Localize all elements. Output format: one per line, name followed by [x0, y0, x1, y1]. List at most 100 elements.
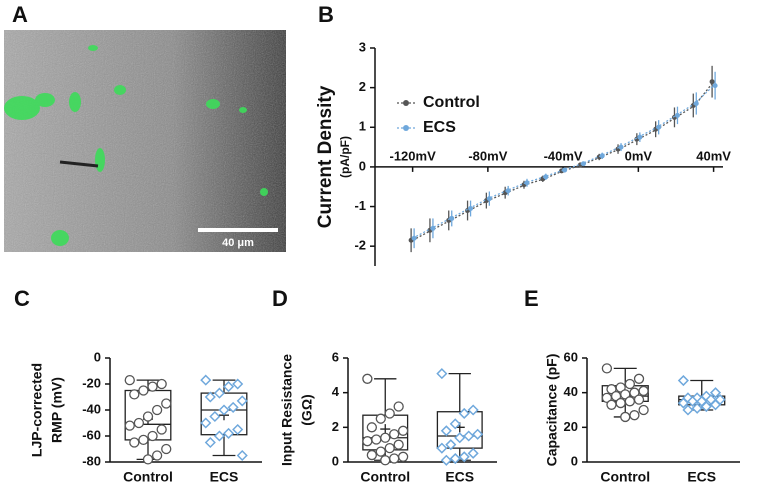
y-axis-title: Current Density — [315, 85, 336, 228]
data-point — [712, 83, 718, 89]
data-point — [486, 196, 492, 202]
data-point — [389, 429, 400, 440]
y-tick-label: 3 — [359, 39, 366, 54]
data-point — [142, 454, 154, 465]
panel-label: E — [524, 286, 539, 311]
panel-label: B — [318, 2, 334, 27]
data-point — [393, 439, 404, 450]
x-tick-label: -40mV — [544, 148, 583, 163]
mean-marker — [380, 424, 391, 435]
data-point — [147, 430, 158, 442]
data-point — [151, 404, 163, 416]
y-tick-label: 0 — [359, 158, 366, 173]
x-tick-label: 40mV — [696, 148, 731, 163]
data-point — [200, 374, 212, 386]
data-point — [624, 378, 635, 390]
data-point — [601, 363, 613, 374]
data-point — [606, 384, 617, 395]
y-tick-label: 0 — [94, 349, 101, 364]
data-point — [624, 396, 635, 407]
series-line — [412, 81, 715, 241]
data-point — [445, 439, 457, 451]
data-point — [156, 424, 167, 435]
data-point — [151, 450, 163, 461]
data-point — [637, 134, 643, 140]
data-point — [161, 398, 172, 409]
data-point — [601, 392, 613, 404]
x-tick-label: 0mV — [625, 148, 653, 163]
legend-marker — [403, 125, 409, 131]
y-tick-label: 1 — [359, 119, 366, 134]
data-point — [468, 206, 474, 212]
data-point — [209, 410, 221, 423]
y-tick-label: 20 — [564, 419, 578, 434]
data-point — [129, 437, 140, 448]
data-point — [467, 447, 479, 459]
y-tick-label: 40 — [564, 384, 578, 399]
data-point — [222, 427, 235, 439]
data-point — [633, 373, 645, 384]
x-tick-label: Control — [600, 469, 650, 485]
data-point — [580, 161, 586, 167]
data-point — [449, 452, 461, 465]
data-point — [693, 100, 699, 106]
y-axis-title: Input Resistance — [279, 354, 295, 466]
data-point — [677, 397, 689, 409]
y-tick-label: -40 — [82, 401, 101, 416]
data-point — [682, 404, 694, 416]
data-point — [384, 408, 395, 419]
data-point — [138, 385, 149, 396]
y-tick-label: -60 — [82, 427, 101, 442]
data-point — [440, 425, 452, 437]
panel-label: D — [272, 286, 288, 311]
y-axis-title: (GΩ) — [299, 394, 315, 425]
x-tick-label: ECS — [210, 469, 239, 485]
y-tick-label: -2 — [354, 238, 366, 253]
data-point — [393, 401, 404, 412]
data-point — [200, 417, 212, 429]
data-point — [677, 374, 689, 387]
data-point — [524, 180, 530, 186]
data-point — [366, 422, 377, 433]
data-point — [687, 395, 699, 407]
micrograph — [4, 30, 286, 252]
data-point — [505, 188, 511, 194]
y-axis-title: (pA/pF) — [338, 136, 352, 178]
data-point — [204, 436, 216, 449]
data-point — [138, 434, 149, 446]
data-point — [142, 411, 154, 422]
y-tick-label: -80 — [82, 453, 101, 468]
x-tick-label: Control — [123, 469, 173, 485]
data-point — [218, 404, 230, 416]
data-point — [147, 381, 158, 392]
y-tick-label: 6 — [332, 349, 339, 364]
data-point — [472, 428, 484, 440]
data-point — [436, 368, 448, 380]
box — [436, 411, 483, 449]
data-point — [213, 430, 226, 442]
y-tick-label: 4 — [332, 384, 340, 399]
data-point — [129, 389, 140, 400]
data-point — [204, 391, 216, 403]
data-point — [638, 385, 649, 397]
data-point — [709, 387, 722, 399]
data-point — [449, 418, 461, 430]
data-point — [618, 144, 624, 150]
data-point — [124, 374, 135, 386]
data-point — [156, 378, 167, 390]
data-point — [380, 455, 391, 466]
y-tick-label: 60 — [564, 349, 578, 364]
x-tick-label: Control — [360, 469, 410, 485]
legend-label: ECS — [423, 119, 456, 136]
y-tick-label: -1 — [354, 198, 366, 213]
data-point — [232, 378, 244, 390]
x-tick-label: -120mV — [389, 148, 436, 163]
data-point — [458, 407, 470, 420]
y-tick-label: -20 — [82, 375, 101, 390]
data-point — [543, 174, 549, 180]
data-point — [709, 399, 722, 411]
x-tick-label: ECS — [687, 469, 716, 485]
y-tick-label: 0 — [571, 453, 578, 468]
scale-bar-label: 40 μm — [222, 237, 254, 249]
